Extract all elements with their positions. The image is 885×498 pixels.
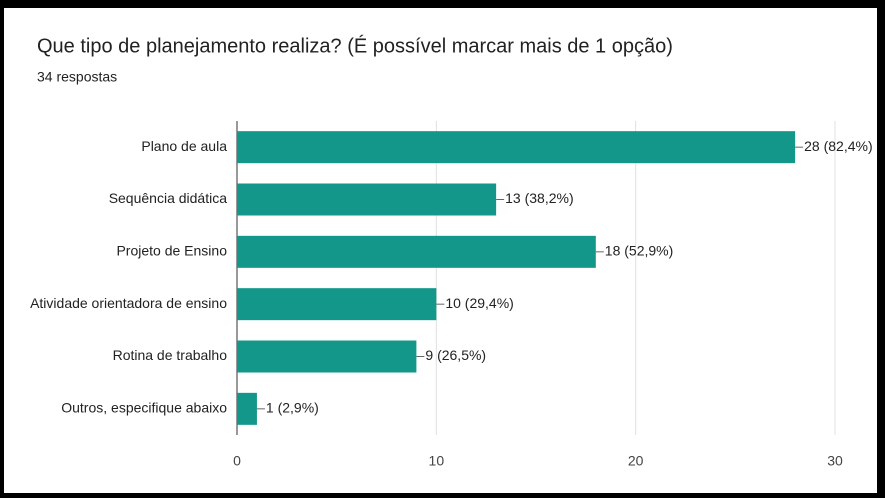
chart-subtitle: 34 respostas [37, 69, 117, 85]
x-tick-label: 0 [233, 453, 241, 469]
card: Que tipo de planejamento realiza? (É pos… [4, 8, 877, 493]
value-label: 18 (52,9%) [605, 243, 673, 259]
x-tick-label: 10 [429, 453, 445, 469]
x-tick-label: 30 [827, 453, 843, 469]
bar [237, 340, 417, 373]
bar [237, 235, 596, 268]
value-label: 10 (29,4%) [445, 295, 513, 311]
bar [237, 131, 796, 164]
bar [237, 392, 257, 425]
chart-title: Que tipo de planejamento realiza? (É pos… [37, 34, 673, 57]
value-label: 1 (2,9%) [266, 400, 319, 416]
chart: Que tipo de planejamento realiza? (É pos… [30, 34, 873, 469]
bar [237, 288, 437, 321]
y-tick-label: Sequência didática [109, 190, 228, 206]
y-tick-label: Plano de aula [141, 138, 227, 154]
y-tick-label: Projeto de Ensino [116, 243, 227, 259]
y-tick-label: Outros, especifique abaixo [61, 400, 227, 416]
value-label: 9 (26,5%) [425, 347, 486, 363]
x-tick-label: 20 [628, 453, 644, 469]
value-label: 28 (82,4%) [804, 138, 872, 154]
y-tick-label: Atividade orientadora de ensino [30, 295, 227, 311]
y-tick-label: Rotina de trabalho [113, 347, 228, 363]
bar [237, 183, 497, 216]
value-label: 13 (38,2%) [505, 190, 573, 206]
